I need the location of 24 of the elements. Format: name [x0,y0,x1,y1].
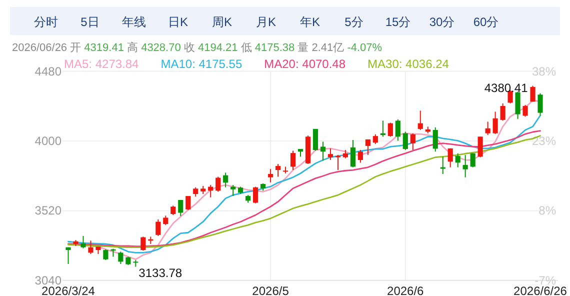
text: 15分 [385,15,411,29]
text: 月K [256,15,276,29]
x-tick-label: 2026/6 [387,284,424,296]
text: 5日 [80,15,100,29]
annotation: 3133.78 [138,266,182,280]
y-tick-label: 4480 [34,64,62,78]
x-tick-label: 2026/5 [252,284,290,296]
text: MA10: 4175.55 [160,57,242,71]
text: 年线 [122,15,146,29]
text: 5分 [344,15,364,29]
text: 周K [212,15,232,29]
text: 日K [168,15,188,29]
text: MA5: 4273.84 [64,57,140,71]
text: 60分 [473,15,499,29]
text: MA30: 4036.24 [368,57,450,71]
text: 30分 [429,15,455,29]
text: MA20: 4070.48 [264,57,346,71]
y-tick-label: 3520 [34,204,62,218]
text: 分时 [34,15,58,29]
annotation: 4380.41 [484,80,528,95]
text: 2026/06/26 开 4319.41 高 4328.70 收 4194.21 低 4175.38 量 2.41亿 -4.07% [12,42,382,54]
text: 年K [300,15,320,29]
x-tick-label: 2026/6/26 [514,284,568,296]
y-tick-label: 4000 [34,134,62,148]
